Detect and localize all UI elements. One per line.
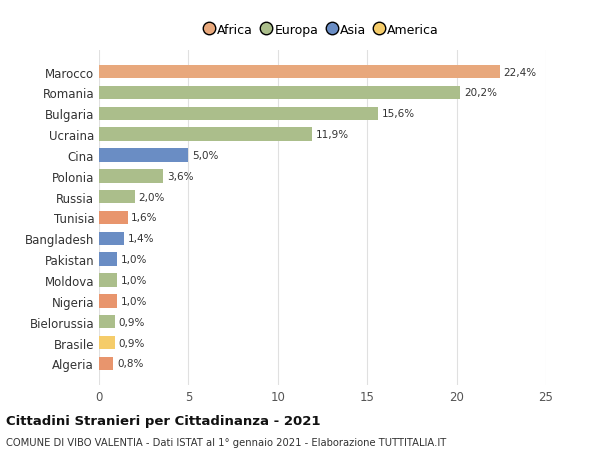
Text: 1,6%: 1,6% [131,213,158,223]
Text: 2,0%: 2,0% [139,192,165,202]
Text: 15,6%: 15,6% [382,109,415,119]
Bar [99,190,135,204]
Text: 11,9%: 11,9% [316,130,349,140]
Bar [99,149,188,162]
Text: 20,2%: 20,2% [464,88,497,98]
Text: Cittadini Stranieri per Cittadinanza - 2021: Cittadini Stranieri per Cittadinanza - 2… [6,414,320,428]
Text: 22,4%: 22,4% [503,67,536,78]
Text: 1,4%: 1,4% [128,234,154,244]
Text: COMUNE DI VIBO VALENTIA - Dati ISTAT al 1° gennaio 2021 - Elaborazione TUTTITALI: COMUNE DI VIBO VALENTIA - Dati ISTAT al … [6,437,446,447]
Text: 0,9%: 0,9% [119,317,145,327]
Bar [99,357,113,370]
Bar [99,294,117,308]
Bar [99,86,460,100]
Legend: Africa, Europa, Asia, America: Africa, Europa, Asia, America [202,20,443,40]
Bar [99,170,163,183]
Bar [99,253,117,266]
Bar [99,336,115,350]
Text: 3,6%: 3,6% [167,172,193,181]
Bar [99,211,128,225]
Bar [99,128,312,142]
Bar [99,274,117,287]
Text: 1,0%: 1,0% [121,296,147,306]
Text: 5,0%: 5,0% [192,151,218,161]
Bar [99,66,500,79]
Bar [99,107,378,121]
Text: 1,0%: 1,0% [121,255,147,264]
Bar [99,315,115,329]
Bar [99,232,124,246]
Text: 0,9%: 0,9% [119,338,145,348]
Text: 1,0%: 1,0% [121,275,147,285]
Text: 0,8%: 0,8% [117,358,143,369]
